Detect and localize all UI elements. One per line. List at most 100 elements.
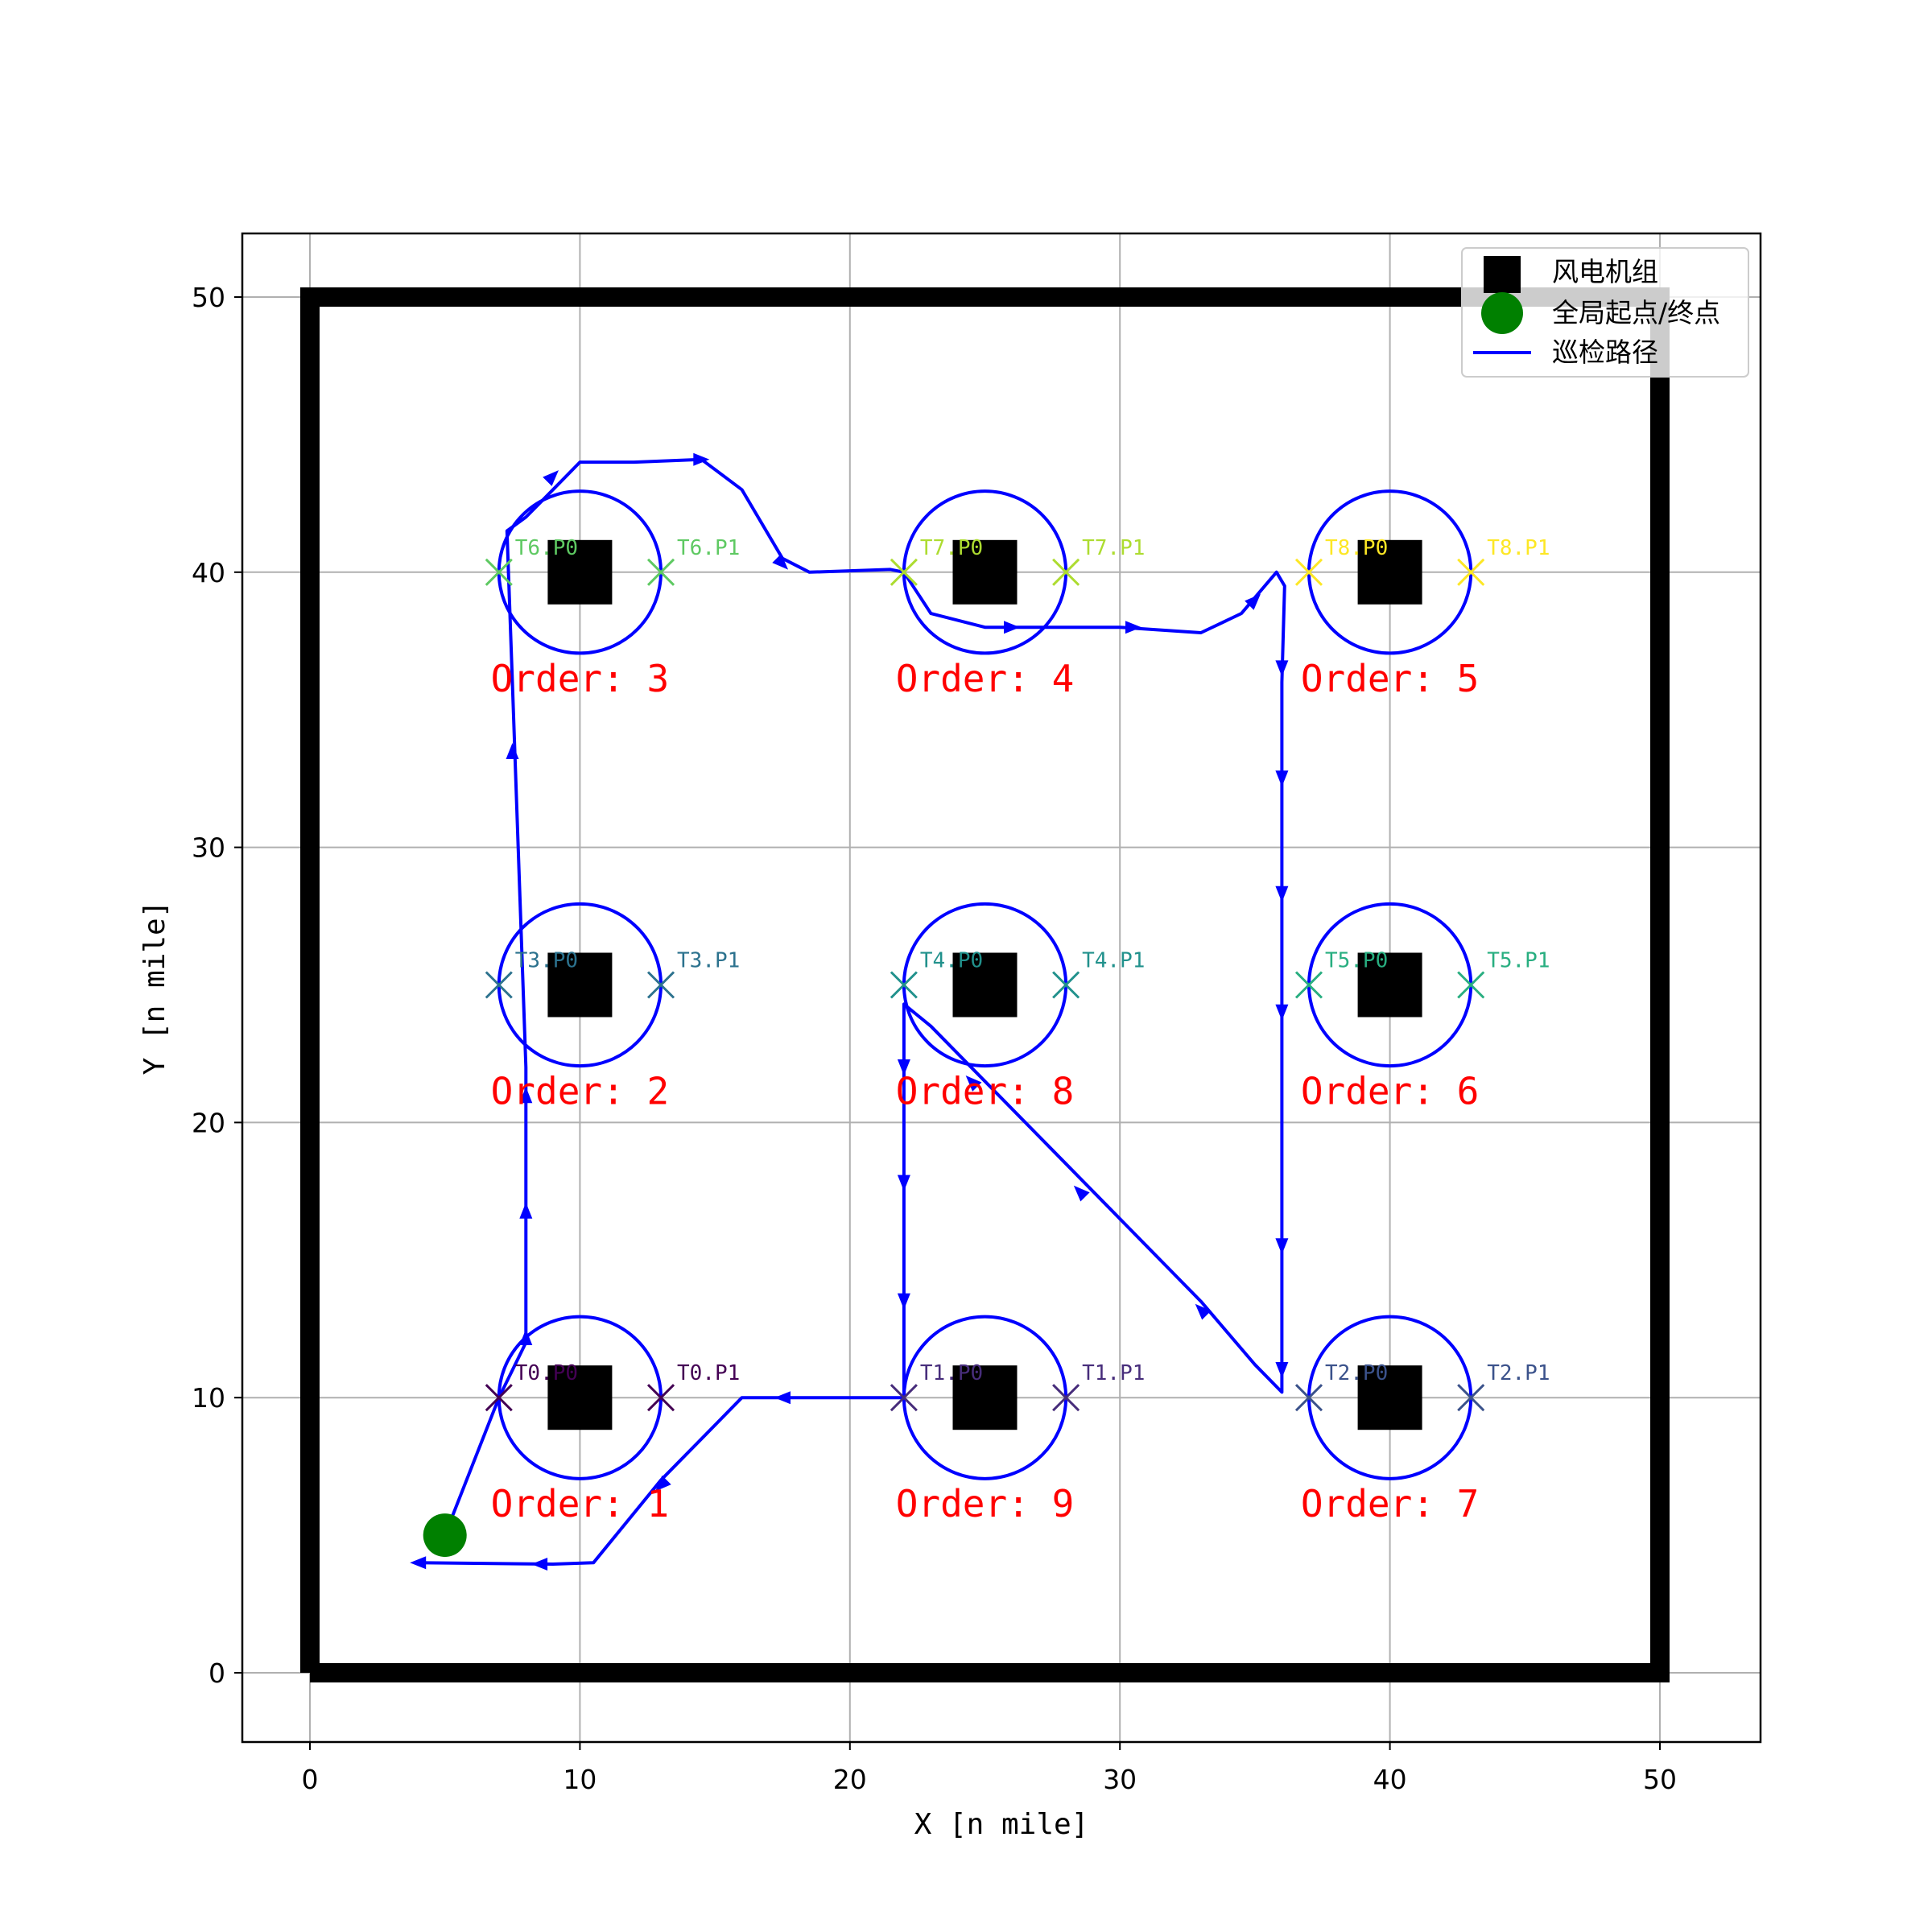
x-tick-label: 40 xyxy=(1373,1764,1407,1795)
path-arrow xyxy=(1275,660,1289,677)
legend-start-marker xyxy=(1481,292,1523,334)
inspection-point-marker xyxy=(1457,971,1485,999)
path-arrow xyxy=(1073,1185,1090,1202)
path-arrow xyxy=(897,1174,910,1191)
turbines xyxy=(547,539,1422,1430)
path-arrow xyxy=(531,1558,548,1571)
inspection-point-label: T1.P0 xyxy=(920,1361,983,1385)
turbine-t5 xyxy=(1357,952,1422,1018)
path-arrow xyxy=(965,1075,982,1092)
inspection-points: T0.P0 T0.P1 T1.P0 T1.P1 T2.P0 T2.P1 T3.P0 T3.P1… xyxy=(485,536,1550,1412)
inspection-point-label: T5.P1 xyxy=(1487,949,1550,973)
inspection-point-marker xyxy=(890,971,918,999)
y-tick-label: 30 xyxy=(192,832,225,864)
inspection-point-marker xyxy=(1052,971,1080,999)
x-tick-label: 50 xyxy=(1643,1764,1677,1795)
inspection-point-marker xyxy=(1294,1384,1323,1412)
y-tick-label: 50 xyxy=(192,282,225,313)
path-arrow xyxy=(410,1556,427,1570)
turbine-t4 xyxy=(952,952,1018,1018)
path-arrow xyxy=(519,1087,533,1104)
inspection-point-marker xyxy=(485,558,513,586)
legend-turbine-label: 风电机组 xyxy=(1552,256,1658,287)
y-tick-label: 20 xyxy=(192,1107,225,1138)
y-tick-label: 10 xyxy=(192,1382,225,1414)
path-arrow xyxy=(1275,886,1289,902)
inspection-point-label: T7.P1 xyxy=(1082,536,1145,560)
legend-start-label: 全局起点/终点 xyxy=(1552,297,1720,328)
path-arrow xyxy=(1195,1303,1212,1320)
inspection-point-marker xyxy=(646,558,675,586)
inspection-point-label: T2.P0 xyxy=(1325,1361,1388,1385)
x-tick-label: 0 xyxy=(302,1764,319,1795)
turbine-t8 xyxy=(1357,539,1422,605)
inspection-point-marker xyxy=(1457,1384,1485,1412)
inspection-point-label: T6.P1 xyxy=(677,536,740,560)
path-arrow xyxy=(519,1202,533,1219)
x-axis-label: X [n mile] xyxy=(914,1808,1089,1841)
path-arrow xyxy=(1004,621,1020,634)
turbine-t7 xyxy=(952,539,1018,605)
inspection-point-marker xyxy=(890,558,918,586)
inspection-point-marker xyxy=(1457,558,1485,586)
inspection-path xyxy=(410,452,1289,1571)
order-label-t4: Order: 8 xyxy=(896,1070,1075,1113)
x-tick-label: 20 xyxy=(833,1764,867,1795)
path-arrow xyxy=(543,470,559,486)
path-arrow xyxy=(506,743,519,759)
x-tick-label: 10 xyxy=(563,1764,597,1795)
inspection-point-label: T2.P1 xyxy=(1487,1361,1550,1385)
order-label-t2: Order: 7 xyxy=(1301,1482,1480,1525)
path-arrow xyxy=(519,1329,533,1345)
order-label-t8: Order: 5 xyxy=(1301,657,1480,700)
path-arrow xyxy=(1275,1362,1289,1378)
turbine-t2 xyxy=(1357,1365,1422,1430)
inspection-point-label: T1.P1 xyxy=(1082,1361,1145,1385)
order-label-t5: Order: 6 xyxy=(1301,1070,1480,1113)
turbine-t1 xyxy=(952,1365,1018,1430)
start-marker xyxy=(423,1513,467,1558)
x-tick-label: 30 xyxy=(1103,1764,1137,1795)
inspection-point-marker xyxy=(1052,1384,1080,1412)
path-arrow xyxy=(1245,593,1261,610)
path-arrow xyxy=(1275,1238,1289,1255)
legend: 风电机组 全局起点/终点 巡检路径 xyxy=(1461,247,1749,378)
inspection-point-label: T0.P0 xyxy=(515,1361,578,1385)
path-arrow xyxy=(1275,1004,1289,1021)
inspection-point-label: T5.P0 xyxy=(1325,949,1388,973)
inspection-point-marker xyxy=(1052,558,1080,586)
inspection-point-label: T3.P0 xyxy=(515,949,578,973)
inspection-point-marker xyxy=(485,1384,513,1412)
inspection-point-marker xyxy=(1294,558,1323,586)
order-label-t7: Order: 4 xyxy=(896,657,1075,700)
inspection-point-marker xyxy=(1294,971,1323,999)
path-arrow xyxy=(693,452,710,466)
order-label-t1: Order: 9 xyxy=(896,1482,1075,1525)
path-line xyxy=(416,457,1286,1566)
inspection-point-label: T4.P0 xyxy=(920,949,983,973)
inspection-point-marker xyxy=(890,1384,918,1412)
ticks: 0 10 20 30 40 50 0 10 20 30 40 50 xyxy=(192,282,1677,1795)
inspection-point-label: T8.P0 xyxy=(1325,536,1388,560)
path-arrow xyxy=(1275,770,1289,787)
inspection-point-label: T4.P1 xyxy=(1082,949,1145,973)
legend-frame xyxy=(1461,247,1749,378)
turbine-t3 xyxy=(547,952,613,1018)
y-tick-label: 40 xyxy=(192,557,225,588)
path-arrow xyxy=(654,1475,671,1492)
inspection-point-marker xyxy=(646,971,675,999)
order-label-t6: Order: 3 xyxy=(491,657,670,700)
order-label-t0: Order: 1 xyxy=(491,1482,670,1525)
inspection-point-marker xyxy=(646,1384,675,1412)
order-label-t3: Order: 2 xyxy=(491,1070,670,1113)
y-tick-label: 0 xyxy=(208,1657,225,1689)
inspection-point-label: T6.P0 xyxy=(515,536,578,560)
inspection-point-label: T0.P1 xyxy=(677,1361,740,1385)
path-arrow xyxy=(897,1059,910,1075)
legend-turbine-marker xyxy=(1484,256,1521,293)
legend-path-label: 巡检路径 xyxy=(1552,336,1658,368)
turbine-t0 xyxy=(547,1365,613,1430)
plot-frame xyxy=(241,232,1762,1744)
inspection-point-label: T3.P1 xyxy=(677,949,740,973)
